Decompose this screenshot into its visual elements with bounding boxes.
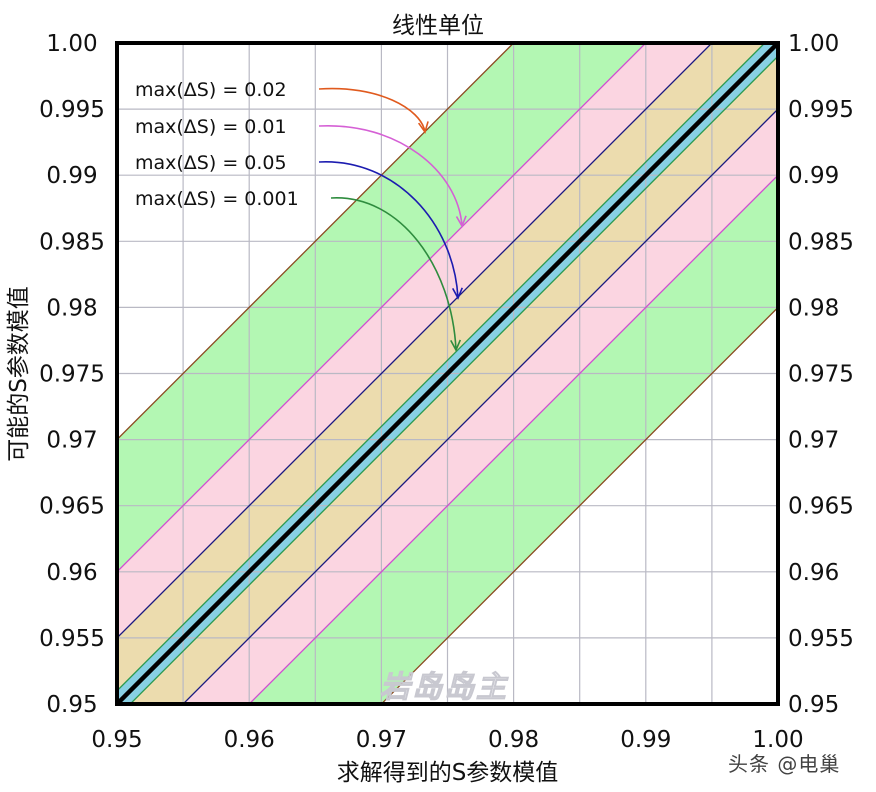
annotation-arrow [318, 161, 459, 299]
x-axis-label: 求解得到的S参数模值 [336, 760, 559, 786]
annotation-label: max(ΔS) = 0.001 [135, 188, 299, 210]
y-tick-label-left: 0.965 [39, 494, 105, 520]
arrowhead-icon [417, 121, 429, 134]
y-axis-right-ticks: 0.95 0.955 0.96 0.965 0.97 0.975 0.98 0.985 0.99… [788, 31, 854, 718]
annotation-label: max(ΔS) = 0.02 [135, 79, 287, 101]
y-tick-label-left: 0.975 [39, 362, 105, 388]
annotation-label: max(ΔS) = 0.01 [135, 116, 287, 138]
corner-watermark: 头条 @电巢 [728, 752, 841, 776]
y-tick-label-left: 0.96 [46, 560, 97, 586]
arrowhead-icon [451, 287, 463, 300]
y-tick-label-left: 1.00 [46, 31, 97, 57]
x-tick-label: 0.95 [91, 727, 142, 753]
y-tick-label-left: 0.95 [46, 692, 97, 718]
y-axis-left-ticks: 0.95 0.955 0.96 0.965 0.97 0.975 0.98 0.985 0.99… [39, 31, 105, 718]
annotation-label: max(ΔS) = 0.05 [135, 152, 287, 174]
y-tick-label-left: 0.995 [39, 97, 105, 123]
y-tick-label-right: 0.985 [788, 229, 854, 255]
y-tick-label-right: 0.96 [788, 560, 839, 586]
center-watermark: 岩岛岛主 [380, 670, 508, 706]
x-tick-label: 1.00 [752, 727, 803, 753]
x-tick-label: 0.96 [224, 727, 275, 753]
plot-frame [115, 41, 780, 706]
y-tick-label-right: 0.975 [788, 362, 854, 388]
arrowhead-icon [455, 215, 467, 228]
y-tick-label-right: 0.995 [788, 97, 854, 123]
annotation-arrow [330, 197, 457, 351]
arrowhead-icon [450, 339, 462, 352]
x-tick-label: 0.99 [620, 727, 671, 753]
y-tick-label-right: 0.98 [788, 295, 839, 321]
y-tick-label-right: 0.97 [788, 428, 839, 454]
y-tick-label-right: 0.955 [788, 626, 854, 652]
y-tick-label-right: 0.99 [788, 163, 839, 189]
y-axis-label: 可能的S参数模值 [6, 286, 32, 462]
y-tick-label-right: 0.965 [788, 494, 854, 520]
annotation-arrow [318, 125, 463, 227]
y-tick-label-right: 1.00 [788, 31, 839, 57]
y-tick-label-left: 0.99 [46, 163, 97, 189]
chart-title: 线性单位 [392, 13, 484, 39]
y-tick-label-left: 0.955 [39, 626, 105, 652]
x-axis-ticks: 0.95 0.96 0.97 0.98 0.99 1.00 [91, 727, 803, 753]
annotation-arrow [318, 87, 426, 133]
y-tick-label-left: 0.985 [39, 229, 105, 255]
x-tick-label: 0.97 [356, 727, 407, 753]
y-tick-label-left: 0.98 [46, 295, 97, 321]
x-tick-label: 0.98 [488, 727, 539, 753]
annotations: max(ΔS) = 0.02 max(ΔS) = 0.01 max(ΔS) = 0.… [135, 79, 467, 352]
y-tick-label-left: 0.97 [46, 428, 97, 454]
y-tick-label-right: 0.95 [788, 692, 839, 718]
